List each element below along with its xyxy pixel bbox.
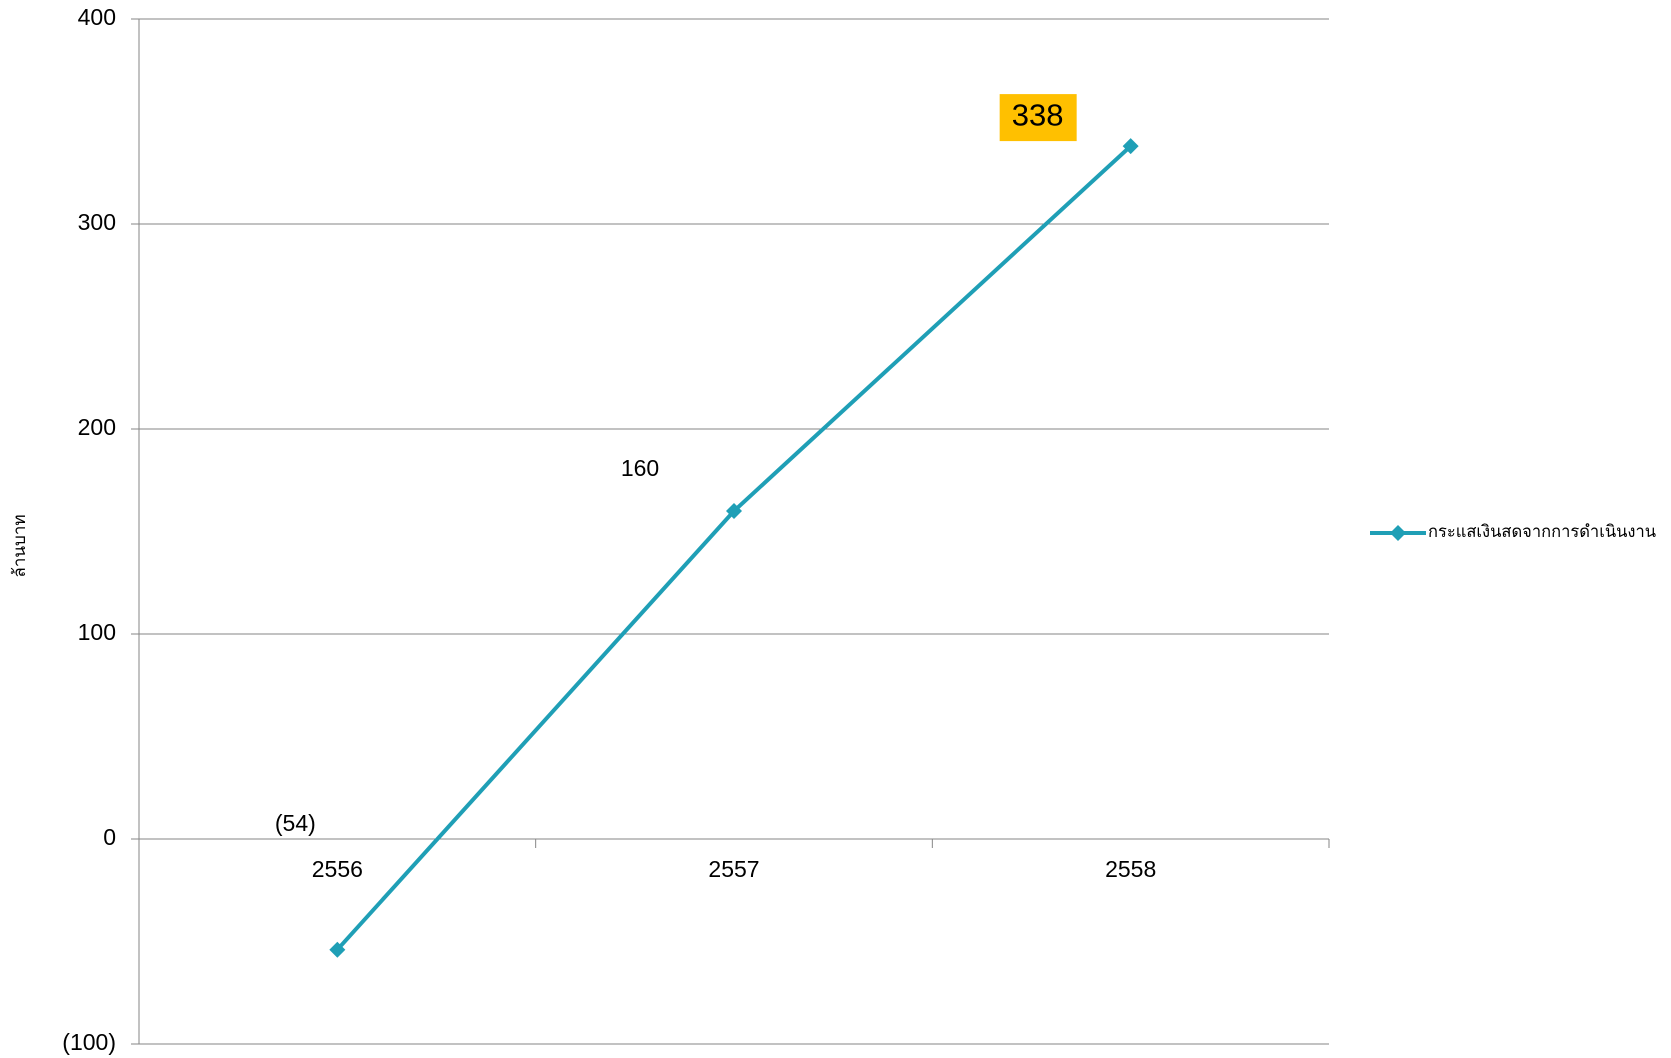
data-label: 160 [621, 455, 659, 481]
y-tick-label: 300 [78, 209, 116, 235]
data-point-marker [1122, 138, 1139, 155]
y-axis-title: ล้านบาท [10, 514, 29, 577]
legend-series-marker [1390, 525, 1406, 541]
y-gridlines [139, 18, 1329, 1045]
y-axis-ticks: (100) 0 100 200 300 400 [62, 4, 139, 1055]
x-axis-ticks: 2556 2557 2558 [312, 839, 1330, 882]
x-tick-label: 2557 [708, 856, 759, 882]
data-label: (54) [275, 810, 316, 836]
data-label: 338 [1012, 97, 1064, 132]
y-tick-label: 400 [78, 4, 116, 30]
x-tick-label: 2556 [312, 856, 363, 882]
y-tick-label: 0 [103, 824, 116, 850]
y-tick-label: 200 [78, 414, 116, 440]
data-labels: (54) 160 338 [275, 94, 1077, 836]
data-point-marker [329, 941, 346, 958]
data-point-marker [726, 503, 742, 519]
data-label-highlight-box [999, 94, 1077, 142]
legend-series-label: กระแสเงินสดจากการดำเนินงาน [1428, 522, 1656, 541]
legend: กระแสเงินสดจากการดำเนินงาน [1370, 522, 1656, 541]
x-tick-label: 2558 [1105, 856, 1156, 882]
series [329, 138, 1139, 958]
y-tick-label: 100 [78, 619, 116, 645]
series-line [335, 144, 1133, 952]
plot-area: (100) 0 100 200 300 400 2556 2557 2558 (54) 160 338 [62, 4, 1330, 1055]
y-tick-label: (100) [62, 1029, 116, 1055]
